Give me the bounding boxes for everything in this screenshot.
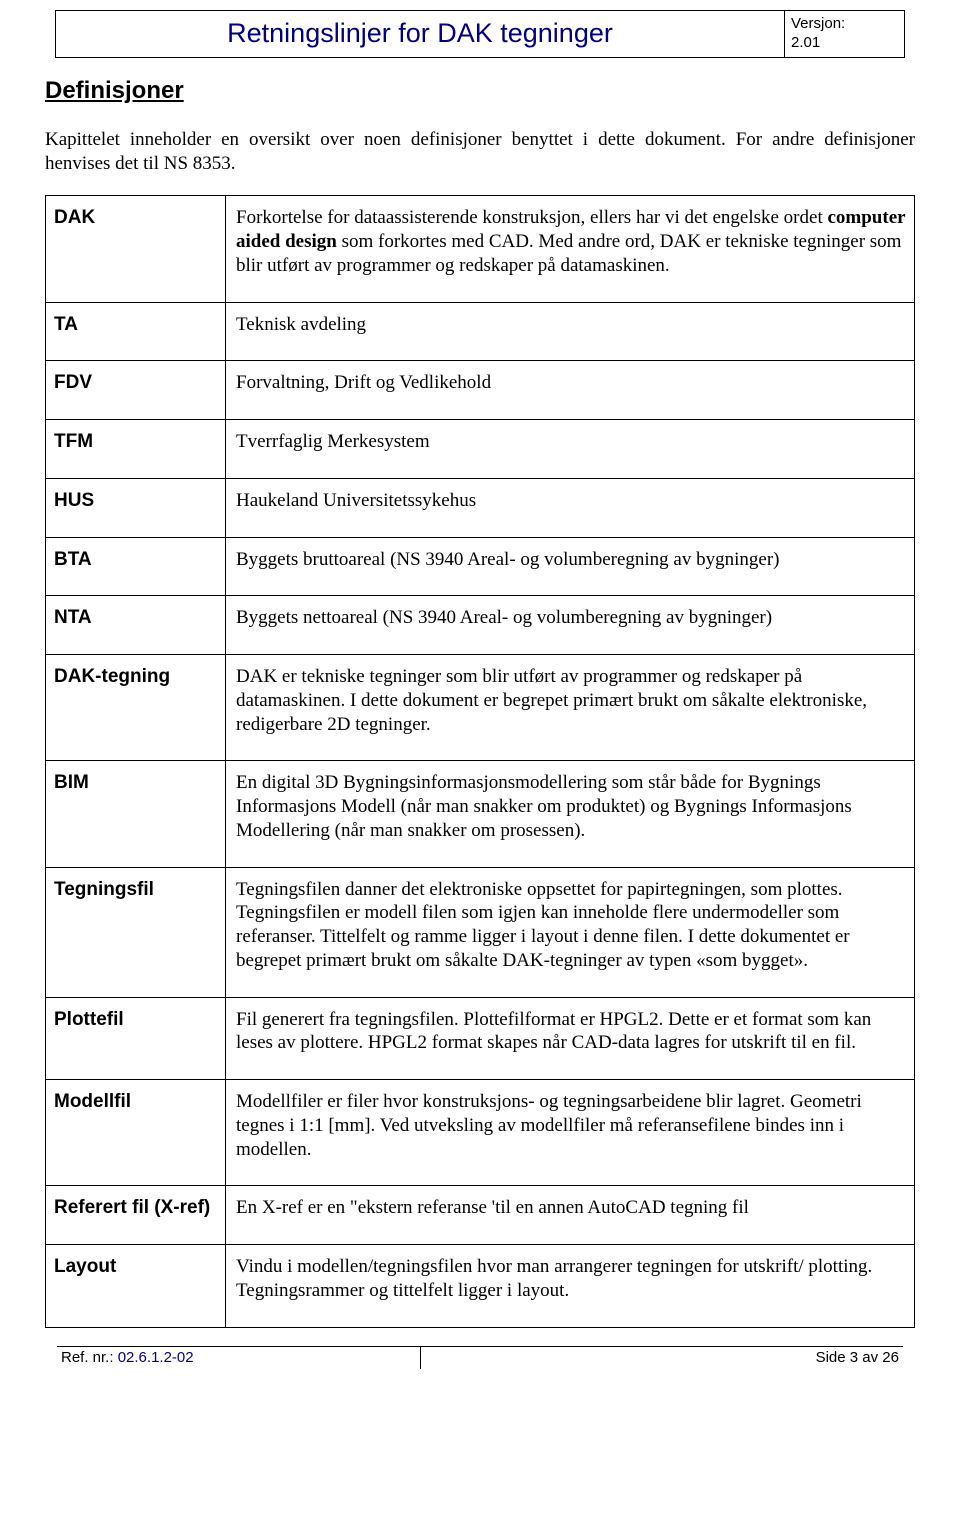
- definition-term: HUS: [46, 478, 226, 537]
- definition-term: BTA: [46, 537, 226, 596]
- footer-ref: Ref. nr.: 02.6.1.2-02: [57, 1347, 420, 1370]
- definition-term: Modellfil: [46, 1080, 226, 1186]
- definition-term: Layout: [46, 1245, 226, 1328]
- definition-term: Tegningsfil: [46, 867, 226, 997]
- table-row: BIM En digital 3D Bygningsinformasjonsmo…: [46, 761, 915, 867]
- definition-term: DAK-tegning: [46, 655, 226, 761]
- footer-ref-value: 02.6.1.2-02: [118, 1349, 194, 1366]
- table-row: Referert fil (X-ref) En X-ref er en "eks…: [46, 1186, 915, 1245]
- definition-term: FDV: [46, 361, 226, 420]
- table-row: TFM Tverrfaglig Merkesystem: [46, 420, 915, 479]
- definition-term: DAK: [46, 196, 226, 302]
- table-row: Tegningsfil Tegningsfilen danner det ele…: [46, 867, 915, 997]
- definition-term: TA: [46, 302, 226, 361]
- table-row: NTA Byggets nettoareal (NS 3940 Areal- o…: [46, 596, 915, 655]
- definitions-table: DAK Forkortelse for dataassisterende kon…: [45, 195, 915, 1327]
- def-text-pre: Forkortelse for dataassisterende konstru…: [236, 207, 827, 228]
- footer-page: Side 3 av 26: [783, 1347, 903, 1370]
- definition-term: Plottefil: [46, 997, 226, 1080]
- definition-text: Modellfiler er filer hvor konstruksjons-…: [226, 1080, 915, 1186]
- definition-text: Byggets bruttoareal (NS 3940 Areal- og v…: [226, 537, 915, 596]
- definition-text: Forvaltning, Drift og Vedlikehold: [226, 361, 915, 420]
- footer-mid: [420, 1347, 784, 1370]
- table-row: DAK Forkortelse for dataassisterende kon…: [46, 196, 915, 302]
- definition-term: TFM: [46, 420, 226, 479]
- definition-text: Haukeland Universitetssykehus: [226, 478, 915, 537]
- document-title: Retningslinjer for DAK tegninger: [227, 17, 613, 51]
- header-version-cell: Versjon: 2.01: [784, 11, 904, 57]
- definition-term: BIM: [46, 761, 226, 867]
- table-row: HUS Haukeland Universitetssykehus: [46, 478, 915, 537]
- definition-text: Vindu i modellen/tegningsfilen hvor man …: [226, 1245, 915, 1328]
- document-page: Retningslinjer for DAK tegninger Versjon…: [0, 0, 960, 1389]
- definition-text: DAK er tekniske tegninger som blir utfør…: [226, 655, 915, 761]
- definition-text: Byggets nettoareal (NS 3940 Areal- og vo…: [226, 596, 915, 655]
- table-row: FDV Forvaltning, Drift og Vedlikehold: [46, 361, 915, 420]
- version-label: Versjon:: [791, 15, 898, 34]
- section-intro: Kapittelet inneholder en oversikt over n…: [45, 128, 915, 176]
- table-row: TA Teknisk avdeling: [46, 302, 915, 361]
- table-row: Modellfil Modellfiler er filer hvor kons…: [46, 1080, 915, 1186]
- definition-text: Fil generert fra tegningsfilen. Plottefi…: [226, 997, 915, 1080]
- footer-ref-label: Ref. nr.:: [61, 1349, 118, 1366]
- table-row: BTA Byggets bruttoareal (NS 3940 Areal- …: [46, 537, 915, 596]
- definition-text: En X-ref er en "ekstern referanse 'til e…: [226, 1186, 915, 1245]
- table-row: Layout Vindu i modellen/tegningsfilen hv…: [46, 1245, 915, 1328]
- section-heading: Definisjoner: [45, 76, 915, 106]
- definition-text: Forkortelse for dataassisterende konstru…: [226, 196, 915, 302]
- definition-term: NTA: [46, 596, 226, 655]
- definition-text: Tverrfaglig Merkesystem: [226, 420, 915, 479]
- header-box: Retningslinjer for DAK tegninger Versjon…: [55, 10, 905, 58]
- definition-term: Referert fil (X-ref): [46, 1186, 226, 1245]
- version-value: 2.01: [791, 34, 898, 53]
- definition-text: Tegningsfilen danner det elektroniske op…: [226, 867, 915, 997]
- definition-text: En digital 3D Bygningsinformasjonsmodell…: [226, 761, 915, 867]
- footer: Ref. nr.: 02.6.1.2-02 Side 3 av 26: [57, 1346, 903, 1370]
- header-title-cell: Retningslinjer for DAK tegninger: [56, 11, 784, 57]
- definition-text: Teknisk avdeling: [226, 302, 915, 361]
- table-row: Plottefil Fil generert fra tegningsfilen…: [46, 997, 915, 1080]
- table-row: DAK-tegning DAK er tekniske tegninger so…: [46, 655, 915, 761]
